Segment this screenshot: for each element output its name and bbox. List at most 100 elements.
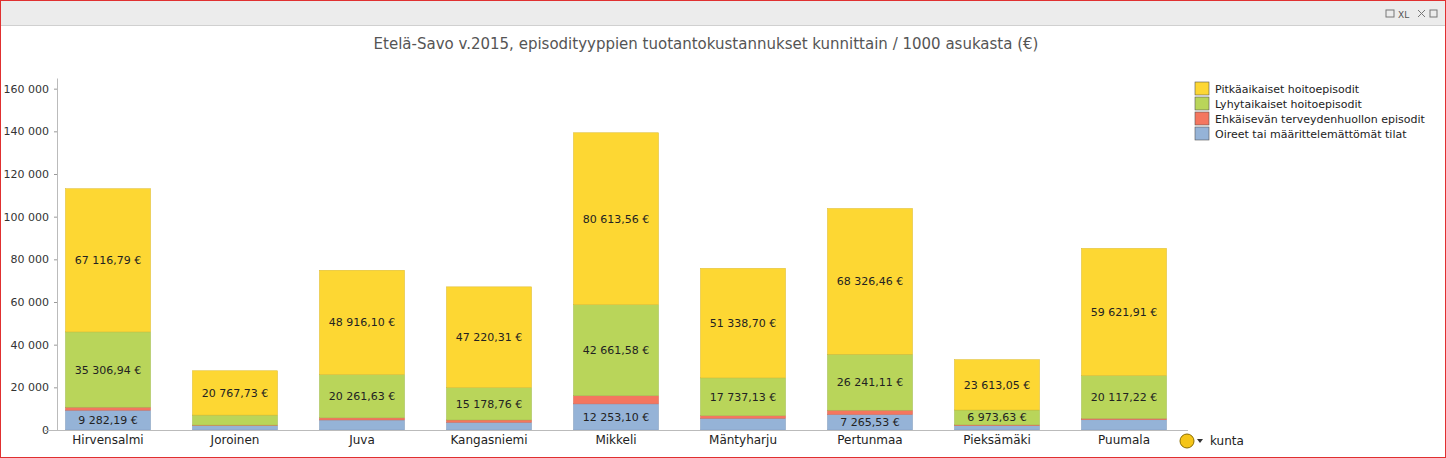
- y-tick: 20 000: [11, 381, 58, 394]
- legend: Pitkäaikaiset hoitoepisodit Lyhytaikaiset…: [1195, 82, 1426, 141]
- tick-mark: [54, 217, 57, 218]
- bar: [700, 268, 785, 378]
- y-tick: 120 000: [4, 168, 58, 181]
- y-tick: 100 000: [4, 211, 58, 224]
- data-label: 59 621,91 €: [1091, 306, 1157, 319]
- x-tick: Kangasniemi: [450, 430, 527, 447]
- x-axis-line: [45, 430, 1188, 431]
- legend-item: Oireet tai määrittelemättömät tilat: [1195, 127, 1407, 141]
- tick-mark: [54, 174, 57, 175]
- y-axis-line: [57, 79, 58, 431]
- bar: [446, 420, 531, 422]
- tick-label: 160 000: [4, 83, 50, 96]
- tick-label: Mikkeli: [595, 433, 636, 447]
- data-label: 23 613,05 €: [964, 379, 1030, 392]
- tick-label: 140 000: [4, 125, 50, 138]
- data-label: 51 338,70 €: [710, 317, 776, 330]
- data-label: 6 973,63 €: [967, 411, 1026, 424]
- legend-label: Pitkäaikaiset hoitoepisodit: [1215, 83, 1360, 96]
- tick-label: 40 000: [11, 339, 50, 352]
- data-label: 47 220,31 €: [456, 331, 522, 344]
- bar: [827, 208, 912, 354]
- tick-mark: [54, 387, 57, 388]
- y-tick: 140 000: [4, 125, 58, 138]
- bar: [319, 420, 404, 430]
- bar: [827, 415, 912, 430]
- title: Etelä-Savo v.2015, episodityyppien tuota…: [374, 35, 1039, 53]
- bar: [700, 418, 785, 430]
- data-label: 68 326,46 €: [837, 275, 903, 288]
- y-tick: 40 000: [11, 339, 58, 352]
- legend-item: Lyhytaikaiset hoitoepisodit: [1195, 97, 1363, 111]
- bar: [573, 133, 658, 305]
- bar: [319, 375, 404, 418]
- data-label: 20 117,22 €: [1091, 391, 1157, 404]
- dimension-icon-arrow: [1197, 439, 1203, 443]
- tick-label: Pieksämäki: [963, 433, 1031, 447]
- tick-label: Joroinen: [210, 433, 260, 447]
- tick-label: 60 000: [11, 296, 50, 309]
- toolbar-text: XL: [1398, 10, 1409, 20]
- tick-label: Puumala: [1098, 433, 1150, 447]
- toolbar-icon: [1430, 10, 1437, 17]
- bar: [192, 415, 277, 425]
- tick-mark: [54, 259, 57, 260]
- x-axis: Hirvensalmi Joroinen Juva Kangasniemi Mikkel…: [45, 430, 1188, 447]
- bar: [65, 410, 150, 430]
- x-tick: Hirvensalmi: [72, 430, 143, 447]
- legend-label: Oireet tai määrittelemättömät tilat: [1215, 128, 1407, 141]
- data-label: 26 241,11 €: [837, 376, 903, 389]
- data-label: 15 178,76 €: [456, 398, 522, 411]
- series: [65, 305, 1166, 425]
- bar: [65, 407, 150, 410]
- bar: [446, 422, 531, 430]
- bar: [65, 189, 150, 332]
- tick-label: Hirvensalmi: [72, 433, 143, 447]
- data-label: 35 306,94 €: [75, 364, 141, 377]
- bar: [827, 354, 912, 410]
- tick-label: 120 000: [4, 168, 50, 181]
- tick-label: Juva: [348, 433, 375, 447]
- bar: [827, 410, 912, 414]
- y-axis: 020 00040 00060 00080 000100 000120 0001…: [4, 79, 58, 438]
- y-tick: 160 000: [4, 83, 58, 96]
- bar: [700, 416, 785, 419]
- toolbar-icon: [1418, 10, 1425, 17]
- data-label: 20 767,73 €: [202, 387, 268, 400]
- legend-swatch: [1195, 112, 1209, 125]
- y-tick: 60 000: [11, 296, 58, 309]
- legend-item: Pitkäaikaiset hoitoepisodit: [1195, 82, 1360, 96]
- bar: [573, 396, 658, 404]
- x-tick: Juva: [348, 430, 375, 447]
- tick-label: Pertunmaa: [837, 433, 902, 447]
- legend-label: Lyhytaikaiset hoitoepisodit: [1215, 98, 1363, 111]
- legend-label: Ehkäisevän terveydenhuollon episodit: [1215, 113, 1426, 126]
- x-tick: Pertunmaa: [837, 430, 902, 447]
- bar: [1081, 420, 1166, 430]
- bar: [319, 270, 404, 374]
- background: [1, 1, 1446, 458]
- data-label: 48 916,10 €: [329, 316, 395, 329]
- tick-label: 100 000: [4, 211, 50, 224]
- tick-mark: [54, 131, 57, 132]
- bar: [573, 404, 658, 430]
- tick-mark: [54, 345, 57, 346]
- x-axis-label: kunta: [1210, 434, 1244, 448]
- bar: [954, 426, 1039, 430]
- x-tick: Mikkeli: [595, 430, 636, 447]
- data-label: 67 116,79 €: [75, 254, 141, 267]
- legend-swatch: [1195, 127, 1209, 140]
- data-label: 20 261,63 €: [329, 390, 395, 403]
- legend-swatch: [1195, 97, 1209, 110]
- data-label: 9 282,19 €: [78, 414, 137, 427]
- data-label: 17 737,13 €: [710, 391, 776, 404]
- data-labels: 9 282,19 €12 253,10 €7 265,53 €35 306,94…: [75, 213, 1157, 429]
- x-tick: Mäntyharju: [709, 430, 777, 447]
- data-label: 42 661,58 €: [583, 344, 649, 357]
- header-bar: [1, 1, 1445, 25]
- bar: [65, 332, 150, 407]
- bar: [573, 305, 658, 396]
- bar: [1081, 248, 1166, 375]
- toolbar-icon: [1386, 10, 1394, 17]
- legend-swatch: [1195, 82, 1209, 95]
